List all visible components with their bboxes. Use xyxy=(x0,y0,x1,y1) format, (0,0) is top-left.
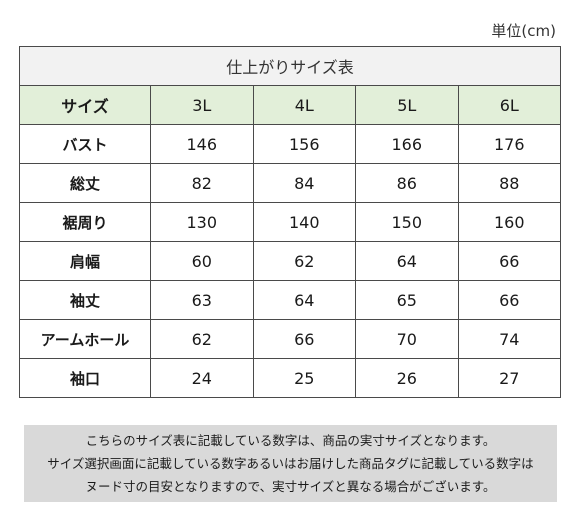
table-cell: 64 xyxy=(252,280,356,320)
table-row: バスト 146 156 166 176 xyxy=(19,124,562,164)
row-label: 袖口 xyxy=(19,358,151,398)
row-label: アームホール xyxy=(19,319,151,359)
header-size-6l: 6L xyxy=(457,85,562,125)
table-row: 裾周り 130 140 150 160 xyxy=(19,202,562,242)
row-label: 袖丈 xyxy=(19,280,151,320)
size-table: 仕上がりサイズ表 サイズ 3L 4L 5L 6L バスト 146 156 166… xyxy=(18,46,562,398)
table-cell: 74 xyxy=(457,319,562,359)
header-size-3l: 3L xyxy=(150,85,254,125)
measurement-note: こちらのサイズ表に記載している数字は、商品の実寸サイズとなります。 サイズ選択画… xyxy=(24,425,557,502)
table-cell: 156 xyxy=(252,124,356,164)
row-label: 総丈 xyxy=(19,163,151,203)
table-cell: 84 xyxy=(252,163,356,203)
table-cell: 62 xyxy=(150,319,254,359)
note-line: サイズ選択画面に記載している数字あるいはお届けした商品タグに記載している数字は xyxy=(47,456,534,471)
table-cell: 160 xyxy=(457,202,562,242)
row-label: 肩幅 xyxy=(19,241,151,281)
table-cell: 140 xyxy=(252,202,356,242)
table-row: 袖口 24 25 26 27 xyxy=(19,358,562,398)
table-cell: 66 xyxy=(252,319,356,359)
table-cell: 150 xyxy=(355,202,459,242)
row-label: バスト xyxy=(19,124,151,164)
header-size-label: サイズ xyxy=(19,85,151,125)
table-cell: 146 xyxy=(150,124,254,164)
table-cell: 176 xyxy=(457,124,562,164)
table-cell: 27 xyxy=(457,358,562,398)
table-cell: 88 xyxy=(457,163,562,203)
table-cell: 24 xyxy=(150,358,254,398)
table-title-row: 仕上がりサイズ表 xyxy=(18,46,562,86)
table-cell: 64 xyxy=(355,241,459,281)
table-cell: 66 xyxy=(457,241,562,281)
table-row: アームホール 62 66 70 74 xyxy=(19,319,562,359)
table-cell: 86 xyxy=(355,163,459,203)
table-cell: 130 xyxy=(150,202,254,242)
table-row: 総丈 82 84 86 88 xyxy=(19,163,562,203)
table-cell: 65 xyxy=(355,280,459,320)
table-cell: 70 xyxy=(355,319,459,359)
header-size-4l: 4L xyxy=(252,85,356,125)
table-cell: 25 xyxy=(252,358,356,398)
table-header-row: サイズ 3L 4L 5L 6L xyxy=(19,85,562,125)
table-row: 袖丈 63 64 65 66 xyxy=(19,280,562,320)
table-cell: 62 xyxy=(252,241,356,281)
table-cell: 26 xyxy=(355,358,459,398)
table-cell: 60 xyxy=(150,241,254,281)
table-cell: 63 xyxy=(150,280,254,320)
unit-label: 単位(cm) xyxy=(491,22,556,40)
note-line: こちらのサイズ表に記載している数字は、商品の実寸サイズとなります。 xyxy=(85,433,496,448)
table-title: 仕上がりサイズ表 xyxy=(18,46,562,86)
row-label: 裾周り xyxy=(19,202,151,242)
header-size-5l: 5L xyxy=(355,85,459,125)
table-cell: 82 xyxy=(150,163,254,203)
table-cell: 166 xyxy=(355,124,459,164)
table-cell: 66 xyxy=(457,280,562,320)
table-row: 肩幅 60 62 64 66 xyxy=(19,241,562,281)
note-line: ヌード寸の目安となりますので、実寸サイズと異なる場合がございます。 xyxy=(85,479,496,494)
